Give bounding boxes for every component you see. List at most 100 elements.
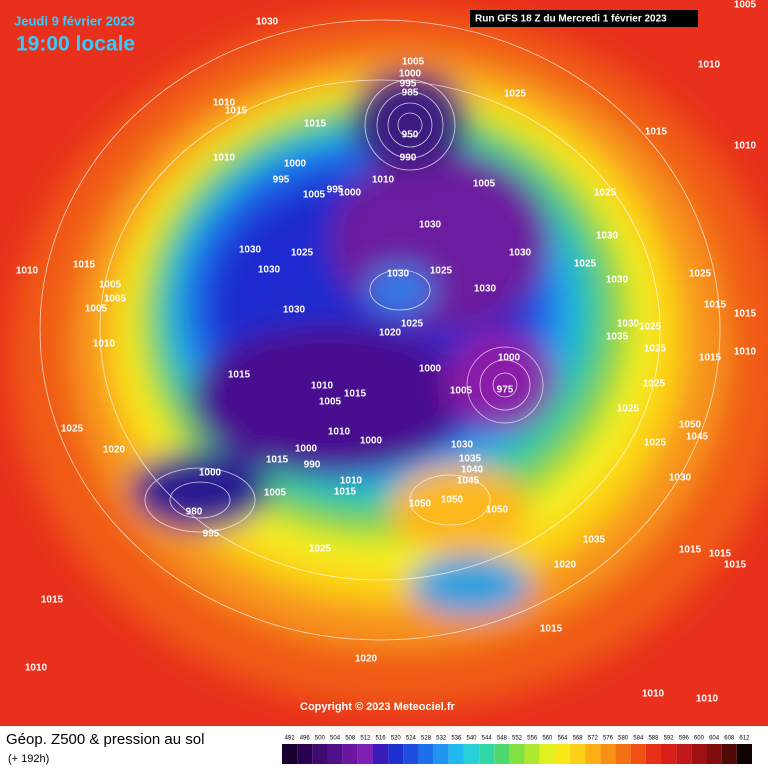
pressure-label: 985	[402, 88, 419, 99]
pressure-label: 1025	[594, 188, 617, 199]
scale-label: 608	[724, 736, 735, 742]
pressure-label: 1005	[104, 294, 127, 305]
pressure-label: 1005	[264, 488, 287, 499]
scale-label: 604	[709, 736, 720, 742]
pressure-label: 1005	[473, 179, 496, 190]
scale-label: 540	[467, 736, 478, 742]
pressure-label: 1010	[93, 339, 116, 350]
scale-swatch	[736, 744, 752, 764]
pressure-label: 1010	[16, 266, 39, 277]
pressure-label: 995	[327, 185, 344, 196]
scale-label: 596	[679, 736, 690, 742]
pressure-label: 1000	[339, 188, 362, 199]
pressure-label: 1015	[41, 595, 64, 606]
pressure-label: 1010	[372, 175, 395, 186]
pressure-label: 1030	[617, 319, 640, 330]
scale-label: 532	[436, 736, 447, 742]
pressure-label: 1030	[606, 275, 629, 286]
pressure-label: 1030	[596, 231, 619, 242]
pressure-label: 1025	[643, 379, 666, 390]
scale-swatch	[539, 744, 555, 764]
pressure-label: 1025	[291, 248, 314, 259]
run-info: Run GFS 18 Z du Mercredi 1 février 2023	[475, 14, 667, 25]
scale-label: 556	[527, 736, 538, 742]
run-box	[470, 10, 698, 27]
pressure-label: 1025	[689, 269, 712, 280]
pressure-label: 1030	[256, 17, 279, 28]
pressure-label: 1005	[99, 280, 122, 291]
scale-label: 576	[603, 736, 614, 742]
scale-swatch	[570, 744, 586, 764]
pressure-label: 1010	[328, 427, 351, 438]
pressure-label: 1015	[73, 260, 96, 271]
pressure-label: 1005	[85, 304, 108, 315]
scale-label: 612	[739, 736, 750, 742]
copyright: Copyright © 2023 Meteociel.fr	[300, 701, 456, 713]
scale-label: 592	[664, 736, 675, 742]
pressure-label: 1000	[284, 159, 307, 170]
scale-label: 496	[300, 736, 311, 742]
pressure-label: 980	[186, 507, 203, 518]
scale-swatch	[463, 744, 480, 764]
scale-swatch	[448, 744, 464, 764]
pressure-label: 1050	[409, 499, 432, 510]
scale-label: 492	[285, 736, 296, 742]
pressure-label: 1015	[699, 353, 722, 364]
pressure-label: 1000	[360, 436, 383, 447]
pressure-label: 1025	[644, 438, 667, 449]
pressure-label: 1010	[25, 663, 48, 674]
pressure-label: 1010	[642, 689, 665, 700]
pressure-labels: 1030100510009959859509901025101010051015…	[16, 0, 757, 705]
pressure-label: 1035	[606, 332, 629, 343]
scale-swatch	[297, 744, 313, 764]
pressure-label: 1005	[303, 190, 326, 201]
pressure-label: 1025	[401, 319, 424, 330]
scale-label: 516	[376, 736, 387, 742]
scale-swatch	[676, 744, 692, 764]
pressure-label: 1030	[509, 248, 532, 259]
scale-swatch	[509, 744, 525, 764]
pressure-label: 1015	[734, 309, 757, 320]
pressure-label: 1010	[696, 694, 719, 705]
scale-swatch	[524, 744, 540, 764]
scale-label: 600	[694, 736, 705, 742]
scale-swatch	[388, 744, 404, 764]
pressure-label: 1005	[319, 397, 342, 408]
scale-label: 560	[542, 736, 553, 742]
pressure-label: 1030	[239, 245, 262, 256]
pressure-label: 1030	[283, 305, 306, 316]
scale-swatch	[721, 744, 737, 764]
scale-swatch	[479, 744, 495, 764]
pressure-label: 1010	[734, 141, 757, 152]
pressure-label: 995	[273, 175, 290, 186]
pressure-label: 1015	[228, 370, 251, 381]
pressure-label: 995	[400, 79, 417, 90]
scale-swatch	[661, 744, 677, 764]
pressure-label: 1015	[266, 455, 289, 466]
isobars	[39, 19, 721, 641]
scale-label: 564	[557, 736, 568, 742]
pressure-label: 1030	[451, 440, 474, 451]
pressure-label: 1010	[213, 98, 236, 109]
scale-label: 512	[360, 736, 371, 742]
pressure-label: 1040	[461, 465, 484, 476]
scale-swatch	[615, 744, 631, 764]
pressure-label: 1015	[304, 119, 327, 130]
scale-label: 572	[588, 736, 599, 742]
pressure-label: 1000	[498, 353, 521, 364]
scale-swatch	[342, 744, 358, 764]
scale-label: 588	[648, 736, 659, 742]
pressure-label: 1015	[679, 545, 702, 556]
pressure-label: 1000	[399, 69, 422, 80]
scale-swatch	[494, 744, 510, 764]
pressure-label: 1025	[504, 89, 527, 100]
scale-swatch	[630, 744, 646, 764]
scale-swatch	[282, 744, 298, 764]
pressure-label: 1010	[311, 381, 334, 392]
scale-swatch	[433, 744, 449, 764]
pressure-label: 1025	[61, 424, 84, 435]
scale-swatch	[585, 744, 601, 764]
scale-swatch	[357, 744, 373, 764]
pressure-label: 1015	[344, 389, 367, 400]
scale-swatch	[600, 744, 616, 764]
